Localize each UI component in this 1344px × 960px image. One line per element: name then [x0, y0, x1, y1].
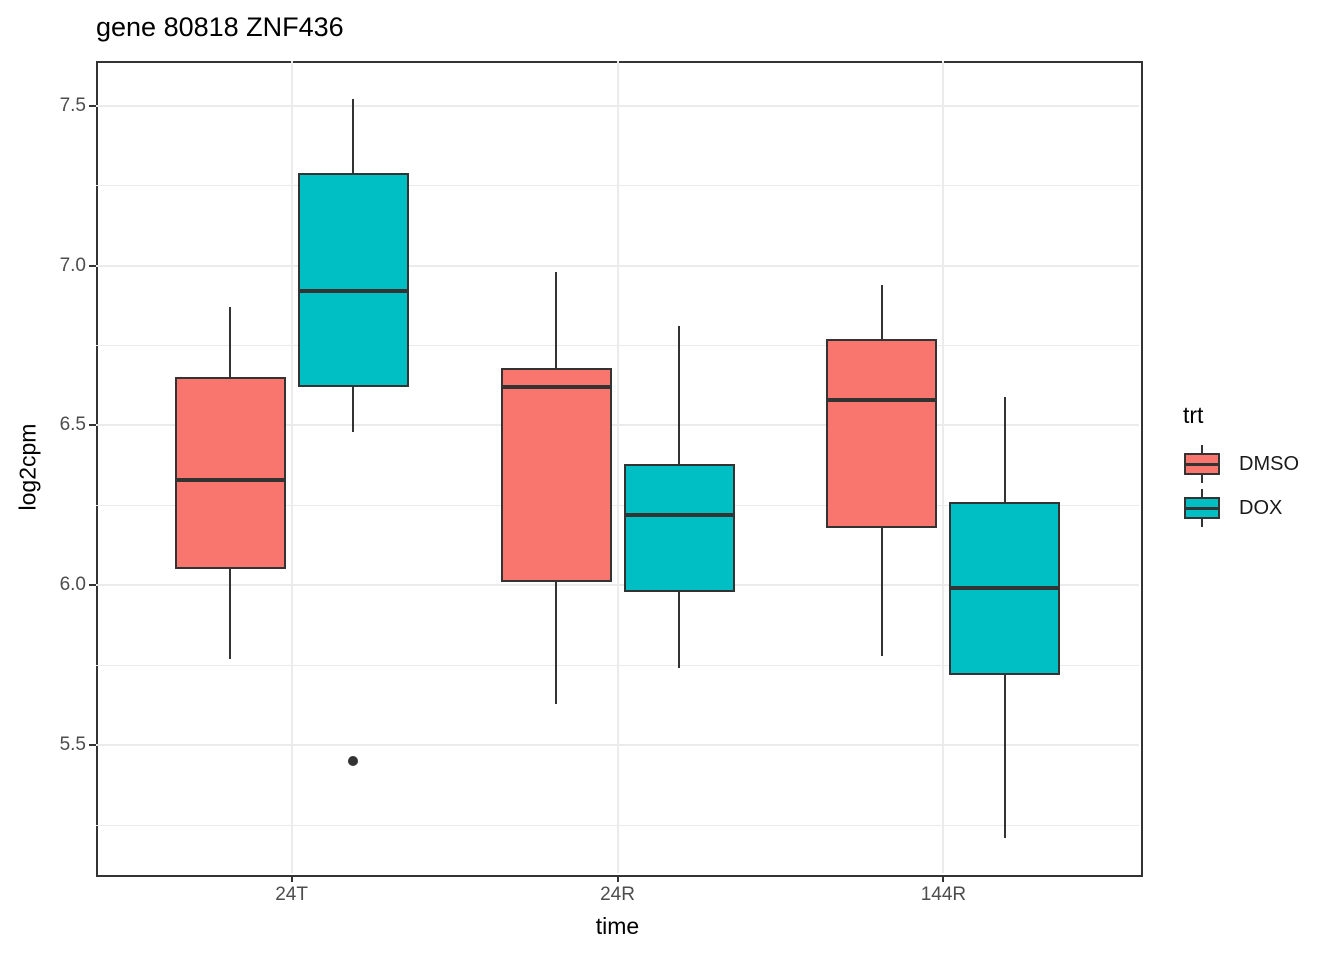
- box-DOX-24T: [297, 172, 409, 388]
- boxplot-key-icon: [1183, 445, 1221, 483]
- boxplot-key-icon: [1183, 489, 1221, 527]
- whisker-lower-DOX-24R: [678, 591, 680, 669]
- x-tick-mark: [290, 875, 293, 882]
- median-DOX-144R: [951, 586, 1059, 591]
- y-axis-title: log2cpm: [14, 423, 41, 511]
- x-axis-title: time: [595, 913, 640, 939]
- whisker-upper-DMSO-24T: [229, 307, 232, 378]
- median-DOX-24T: [299, 289, 407, 294]
- legend-entry-dox: DOX: [1183, 489, 1299, 527]
- y-tick-label: 7.0: [59, 254, 86, 276]
- whisker-upper-DOX-24R: [678, 326, 680, 464]
- whisker-upper-DMSO-144R: [880, 284, 883, 340]
- legend-entry-dmso: DMSO: [1183, 445, 1299, 483]
- legend-label: DOX: [1239, 496, 1283, 519]
- x-tick-mark: [942, 875, 945, 882]
- box-DMSO-24R: [500, 367, 612, 583]
- gridline-major: [616, 61, 619, 873]
- median-DMSO-24T: [176, 477, 284, 482]
- median-DMSO-144R: [828, 397, 936, 402]
- whisker-lower-DMSO-144R: [880, 527, 883, 656]
- key-median-line: [1184, 463, 1220, 466]
- legend: trt DMSO DOX: [1183, 402, 1299, 533]
- y-tick-mark: [89, 584, 96, 587]
- whisker-lower-DOX-144R: [1003, 674, 1006, 838]
- y-tick-mark: [89, 744, 96, 747]
- whisker-upper-DOX-144R: [1003, 396, 1006, 503]
- x-tick-label: 24T: [275, 884, 308, 905]
- y-tick-label: 6.0: [59, 574, 86, 596]
- y-tick-mark: [89, 264, 96, 267]
- gridline-major: [942, 61, 945, 873]
- whisker-lower-DOX-24T: [352, 387, 355, 432]
- x-tick-label: 144R: [920, 884, 967, 905]
- key-median-line: [1184, 507, 1220, 510]
- y-tick-mark: [89, 104, 96, 107]
- gridline-major: [290, 61, 293, 873]
- x-tick-mark: [616, 875, 619, 882]
- median-DOX-24R: [625, 512, 733, 517]
- whisker-upper-DMSO-24R: [555, 271, 557, 368]
- outlier-point-DOX-24T: [348, 756, 359, 767]
- box-DOX-24R: [623, 463, 735, 592]
- y-tick-label: 5.5: [59, 734, 86, 756]
- legend-label: DMSO: [1239, 452, 1299, 475]
- median-DMSO-24R: [502, 385, 610, 390]
- whisker-lower-DMSO-24R: [555, 582, 557, 704]
- y-tick-label: 7.5: [59, 94, 86, 116]
- y-tick-label: 6.5: [59, 414, 86, 436]
- box-DMSO-24T: [174, 377, 286, 570]
- whisker-lower-DMSO-24T: [229, 569, 232, 659]
- box-DMSO-144R: [826, 339, 938, 528]
- whisker-upper-DOX-24T: [352, 99, 355, 173]
- plot-title: gene 80818 ZNF436: [96, 12, 344, 42]
- x-tick-label: 24R: [600, 884, 635, 905]
- legend-title: trt: [1183, 402, 1204, 428]
- y-tick-mark: [89, 424, 96, 427]
